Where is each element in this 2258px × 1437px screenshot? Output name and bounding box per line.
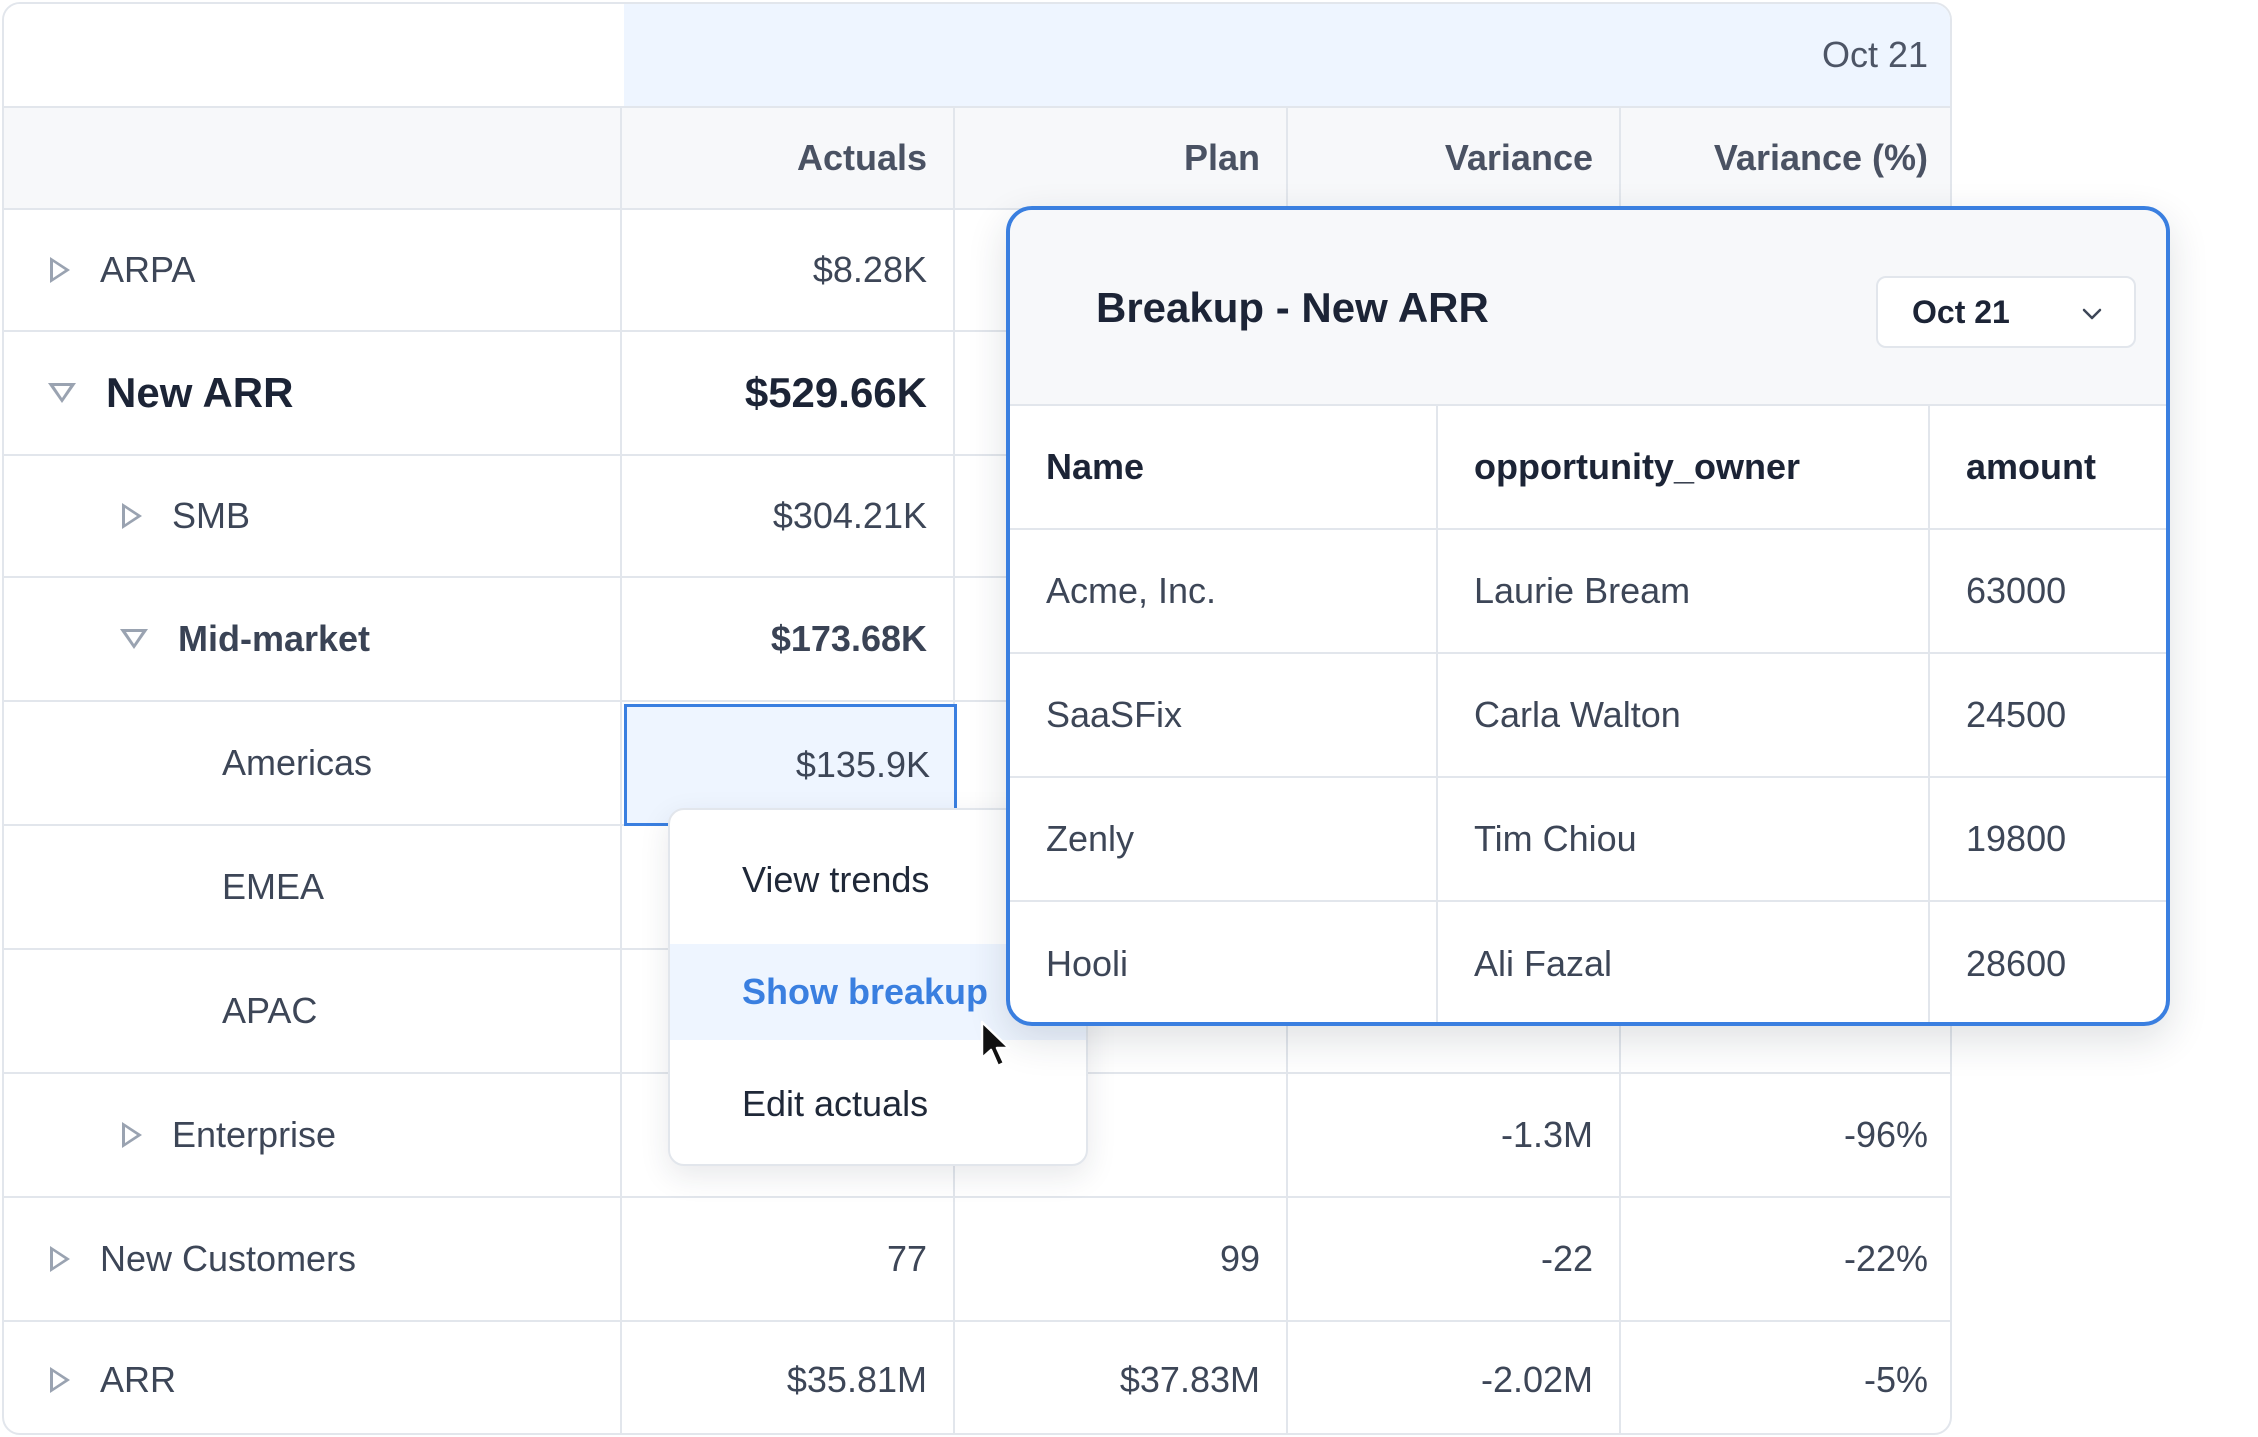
row-label: Enterprise xyxy=(172,1114,337,1155)
breakup-owner-cell: Ali Fazal xyxy=(1438,902,1930,1022)
table-row: New Customers 77 99 -22 -22% xyxy=(4,1198,1950,1322)
menu-item-edit-actuals[interactable]: Edit actuals xyxy=(742,1083,929,1124)
expand-triangle-icon[interactable] xyxy=(50,257,70,283)
expand-triangle-icon[interactable] xyxy=(50,1366,70,1393)
row-label-cell[interactable]: New ARR xyxy=(4,332,622,454)
period-select[interactable]: Oct 21 xyxy=(1876,276,2136,348)
collapse-triangle-icon[interactable] xyxy=(48,383,76,403)
table-row: ARR $35.81M $37.83M -2.02M -5% xyxy=(4,1322,1950,1433)
row-label: Americas xyxy=(222,742,373,783)
expand-triangle-icon[interactable] xyxy=(122,503,142,529)
row-label: New Customers xyxy=(100,1238,357,1279)
variance-pct-cell[interactable]: -96% xyxy=(1843,1114,1928,1155)
row-label-cell[interactable]: Enterprise xyxy=(4,1074,622,1196)
table-row: New ARR $529.66K xyxy=(4,332,1950,456)
header-label-cell xyxy=(4,108,622,208)
collapse-triangle-icon[interactable] xyxy=(120,629,148,649)
expand-triangle-icon[interactable] xyxy=(50,1246,70,1272)
row-label-cell[interactable]: ARPA xyxy=(4,210,622,330)
breakup-row[interactable]: Zenly Tim Chiou 19800 xyxy=(1010,778,2166,902)
header-plan[interactable]: Plan xyxy=(955,108,1288,208)
breakup-row[interactable]: Acme, Inc. Laurie Bream 63000 xyxy=(1010,530,2166,654)
breakup-panel: Breakup - New ARR Oct 21 Name opportunit… xyxy=(1006,206,2170,1026)
row-label: ARR xyxy=(100,1358,177,1400)
breakup-amount-cell: 24500 xyxy=(1966,694,2067,735)
breakup-table: Name opportunity_owner amount Acme, Inc.… xyxy=(1010,406,2166,1022)
breakup-panel-title: Breakup - New ARR xyxy=(1096,284,1489,331)
plan-cell[interactable]: 99 xyxy=(955,1198,1288,1320)
header-variance-pct[interactable]: Variance (%) xyxy=(1713,137,1928,178)
row-label-cell[interactable]: Mid-market xyxy=(4,578,622,700)
actuals-cell[interactable]: $35.81M xyxy=(622,1322,955,1433)
breakup-header-owner[interactable]: opportunity_owner xyxy=(1438,406,1930,528)
breakup-amount-cell: 19800 xyxy=(1966,818,2067,859)
month-header: Oct 21 xyxy=(624,4,1950,106)
header-variance[interactable]: Variance xyxy=(1288,108,1621,208)
breakup-row[interactable]: Hooli Ali Fazal 28600 xyxy=(1010,902,2166,1022)
row-label-cell[interactable]: Americas xyxy=(4,702,622,824)
plan-cell[interactable]: $37.83M xyxy=(955,1322,1288,1433)
breakup-amount-cell: 28600 xyxy=(1966,943,2067,984)
breakup-owner-cell: Carla Walton xyxy=(1438,654,1930,776)
variance-cell[interactable]: -1.3M xyxy=(1288,1074,1621,1196)
period-select-value: Oct 21 xyxy=(1912,293,2010,330)
breakup-amount-cell: 63000 xyxy=(1966,570,2067,611)
month-header-row: Oct 21 xyxy=(4,4,1950,108)
table-row: Enterprise -1.3M -96% xyxy=(4,1074,1950,1198)
actuals-cell[interactable]: $529.66K xyxy=(622,332,955,454)
row-label: New ARR xyxy=(106,369,294,416)
breakup-name-cell: Acme, Inc. xyxy=(1010,530,1438,652)
actuals-cell[interactable]: $173.68K xyxy=(622,578,955,700)
expand-triangle-icon[interactable] xyxy=(122,1122,142,1148)
selected-actuals-cell[interactable]: $135.9K xyxy=(624,704,957,826)
table-row: Mid-market $173.68K xyxy=(4,578,1950,702)
column-header-row: Actuals Plan Variance Variance (%) xyxy=(4,108,1950,210)
row-label: SMB xyxy=(172,495,251,536)
breakup-header-name[interactable]: Name xyxy=(1010,406,1438,528)
row-label-cell[interactable]: EMEA xyxy=(4,826,622,948)
breakup-row[interactable]: SaaSFix Carla Walton 24500 xyxy=(1010,654,2166,778)
breakup-name-cell: Hooli xyxy=(1010,902,1438,1022)
breakup-owner-cell: Laurie Bream xyxy=(1438,530,1930,652)
row-label-cell[interactable]: New Customers xyxy=(4,1198,622,1320)
row-label: Mid-market xyxy=(178,618,371,659)
actuals-cell[interactable]: $304.21K xyxy=(622,456,955,576)
actuals-cell[interactable]: 77 xyxy=(622,1198,955,1320)
row-label-cell[interactable]: APAC xyxy=(4,950,622,1072)
plan-cell[interactable] xyxy=(955,1074,1288,1196)
variance-cell[interactable]: -2.02M xyxy=(1288,1322,1621,1433)
breakup-header-amount[interactable]: amount xyxy=(1966,446,2096,487)
header-actuals[interactable]: Actuals xyxy=(622,108,955,208)
breakup-panel-header: Breakup - New ARR Oct 21 xyxy=(1010,210,2166,406)
breakup-name-cell: SaaSFix xyxy=(1010,654,1438,776)
row-label: ARPA xyxy=(100,249,196,290)
row-label: EMEA xyxy=(222,866,325,907)
variance-cell[interactable]: -22 xyxy=(1288,1198,1621,1320)
breakup-table-header: Name opportunity_owner amount xyxy=(1010,406,2166,530)
row-label: APAC xyxy=(222,990,318,1031)
actuals-cell[interactable]: $8.28K xyxy=(622,210,955,330)
mouse-cursor-icon xyxy=(980,1020,1011,1068)
breakup-name-cell: Zenly xyxy=(1010,778,1438,900)
row-label-cell[interactable]: ARR xyxy=(4,1322,622,1433)
menu-item-view-trends[interactable]: View trends xyxy=(742,859,930,900)
variance-pct-cell[interactable]: -5% xyxy=(1863,1358,1928,1400)
variance-pct-cell[interactable]: -22% xyxy=(1843,1238,1928,1279)
chevron-down-icon xyxy=(2082,308,2102,320)
breakup-owner-cell: Tim Chiou xyxy=(1438,778,1930,900)
table-row: SMB $304.21K xyxy=(4,456,1950,578)
row-label-cell[interactable]: SMB xyxy=(4,456,622,576)
